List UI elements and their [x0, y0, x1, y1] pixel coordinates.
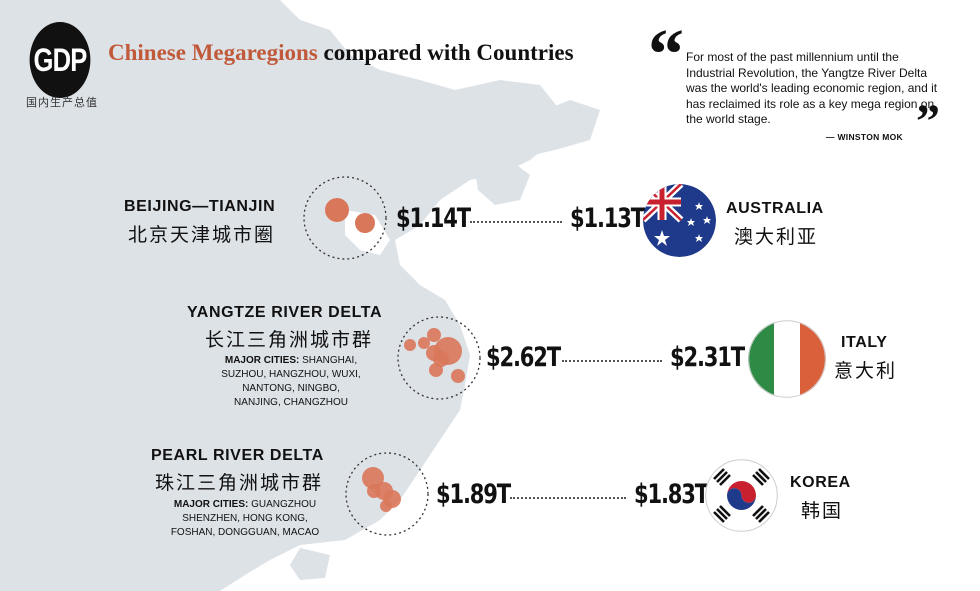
region-name-yangtze: YANGTZE RIVER DELTA [187, 304, 383, 321]
title-rest: compared with Countries [317, 40, 574, 65]
yangtze-bubble-cluster [397, 316, 481, 400]
country-name-australia: AUSTRALIA [726, 200, 824, 217]
region-gdp-pearl: $1.89T [436, 479, 511, 510]
cities-label: MAJOR CITIES: [224, 355, 300, 366]
bubble-beijing [325, 198, 349, 222]
page-title: Chinese Megaregions compared with Countr… [108, 40, 574, 66]
title-accent: Chinese Megaregions [108, 40, 318, 65]
comparison-line [510, 497, 626, 499]
cities-label: MAJOR CITIES: [173, 499, 249, 510]
beijing-tianjin-bubble-cluster [303, 176, 387, 260]
region-cn-yangtze: 长江三角洲城市群 [205, 329, 374, 351]
quote-text: For most of the past millennium until th… [686, 50, 938, 126]
cities-pearl: MAJOR CITIES: GUANGZHOU SHENZHEN, HONG K… [170, 499, 320, 538]
country-cn-korea: 韩国 [801, 500, 844, 522]
open-quote-icon: “ [648, 14, 684, 94]
country-cn-australia: 澳大利亚 [734, 226, 819, 248]
gdp-badge: GDP [29, 22, 91, 98]
region-cn-beijing-tianjin: 北京天津城市圈 [128, 224, 276, 246]
country-gdp-italy: $2.31T [670, 342, 745, 373]
australia-flag-icon [643, 184, 716, 257]
korea-flag-icon [705, 459, 778, 532]
country-gdp-australia: $1.13T [570, 203, 645, 234]
region-name-beijing-tianjin: BEIJING—TIANJIN [124, 198, 276, 215]
country-name-korea: KOREA [790, 474, 851, 491]
cities-yangtze: MAJOR CITIES: SHANGHAI, SUZHOU, HANGZHOU… [221, 355, 361, 408]
country-gdp-korea: $1.83T [634, 479, 709, 510]
pearl-bubble-cluster [345, 452, 429, 536]
bubble-tianjin [355, 213, 375, 233]
comparison-line [562, 360, 662, 362]
italy-flag-icon [748, 320, 826, 398]
close-quote-icon: ” [916, 95, 940, 148]
country-name-italy: ITALY [841, 334, 888, 351]
comparison-line [470, 221, 562, 223]
quote-author: — WINSTON MOK [826, 132, 903, 142]
region-name-pearl: PEARL RIVER DELTA [151, 447, 324, 464]
region-gdp-yangtze: $2.62T [486, 342, 561, 373]
region-gdp-beijing-tianjin: $1.14T [396, 203, 471, 234]
region-cn-pearl: 珠江三角洲城市群 [155, 472, 324, 494]
gdp-subtitle: 国内生产总值 [26, 97, 98, 109]
country-cn-italy: 意大利 [834, 360, 898, 382]
